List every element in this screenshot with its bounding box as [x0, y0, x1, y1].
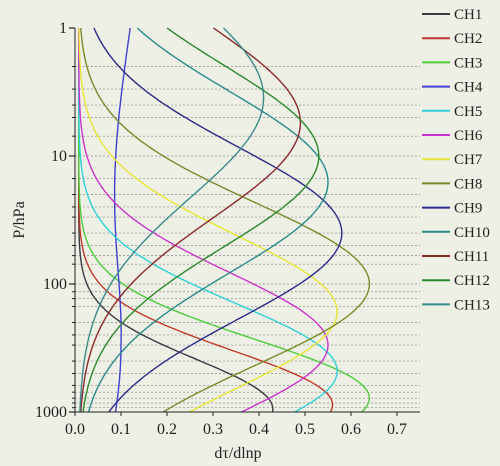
- x-tick-label: 0.2: [157, 421, 177, 438]
- legend-label-ch2: CH2: [454, 31, 482, 47]
- legend-label-ch13: CH13: [454, 297, 490, 313]
- x-tick-labels: 0.0 0.1 0.2 0.3 0.4 0.5 0.6 0.7: [65, 412, 407, 438]
- y-tick-label: 100: [43, 276, 67, 293]
- series-line-ch8: [80, 27, 371, 413]
- legend-label-ch3: CH3: [454, 55, 482, 71]
- legend: CH1 CH2 CH3 CH4 CH5 CH6 CH7 CH8 CH9 CH10 CH11 CH12 C…: [422, 7, 490, 313]
- x-tick-label: 0.3: [203, 421, 223, 438]
- legend-label-ch6: CH6: [454, 128, 483, 144]
- legend-label-ch4: CH4: [454, 80, 483, 96]
- x-tick-label: 0.6: [341, 421, 361, 438]
- legend-label-ch7: CH7: [454, 152, 483, 168]
- x-axis-title: dτ/dlnp: [214, 445, 261, 462]
- legend-label-ch1: CH1: [454, 7, 482, 23]
- series-line-ch7: [78, 28, 338, 413]
- series-line-ch12: [82, 27, 320, 413]
- legend-label-ch9: CH9: [454, 201, 482, 217]
- grid-lines: [72, 66, 420, 413]
- y-axis-title: P/hPa: [11, 201, 28, 238]
- y-tick-label: 1: [59, 20, 67, 37]
- series-curves: [77, 27, 371, 413]
- y-tick-labels: 1 10 100 1000: [35, 20, 75, 421]
- y-tick-label: 10: [51, 148, 67, 165]
- x-tick-label: 0.5: [295, 421, 315, 438]
- x-tick-label: 0.7: [387, 421, 407, 438]
- x-tick-label: 0.0: [65, 421, 85, 438]
- legend-label-ch11: CH11: [454, 249, 489, 265]
- series-line-ch13: [79, 27, 265, 413]
- y-tick-label: 1000: [35, 404, 67, 421]
- x-tick-label: 0.1: [111, 421, 131, 438]
- legend-label-ch12: CH12: [454, 273, 490, 289]
- axes: [74, 28, 420, 413]
- legend-label-ch10: CH10: [454, 225, 490, 241]
- series-line-ch4: [113, 27, 131, 413]
- series-line-ch10: [87, 27, 329, 413]
- legend-label-ch8: CH8: [454, 176, 482, 192]
- series-line-ch6: [77, 28, 329, 413]
- series-line-ch9: [93, 27, 343, 413]
- x-tick-label: 0.4: [249, 421, 269, 438]
- legend-label-ch5: CH5: [454, 104, 482, 120]
- series-line-ch11: [80, 27, 302, 413]
